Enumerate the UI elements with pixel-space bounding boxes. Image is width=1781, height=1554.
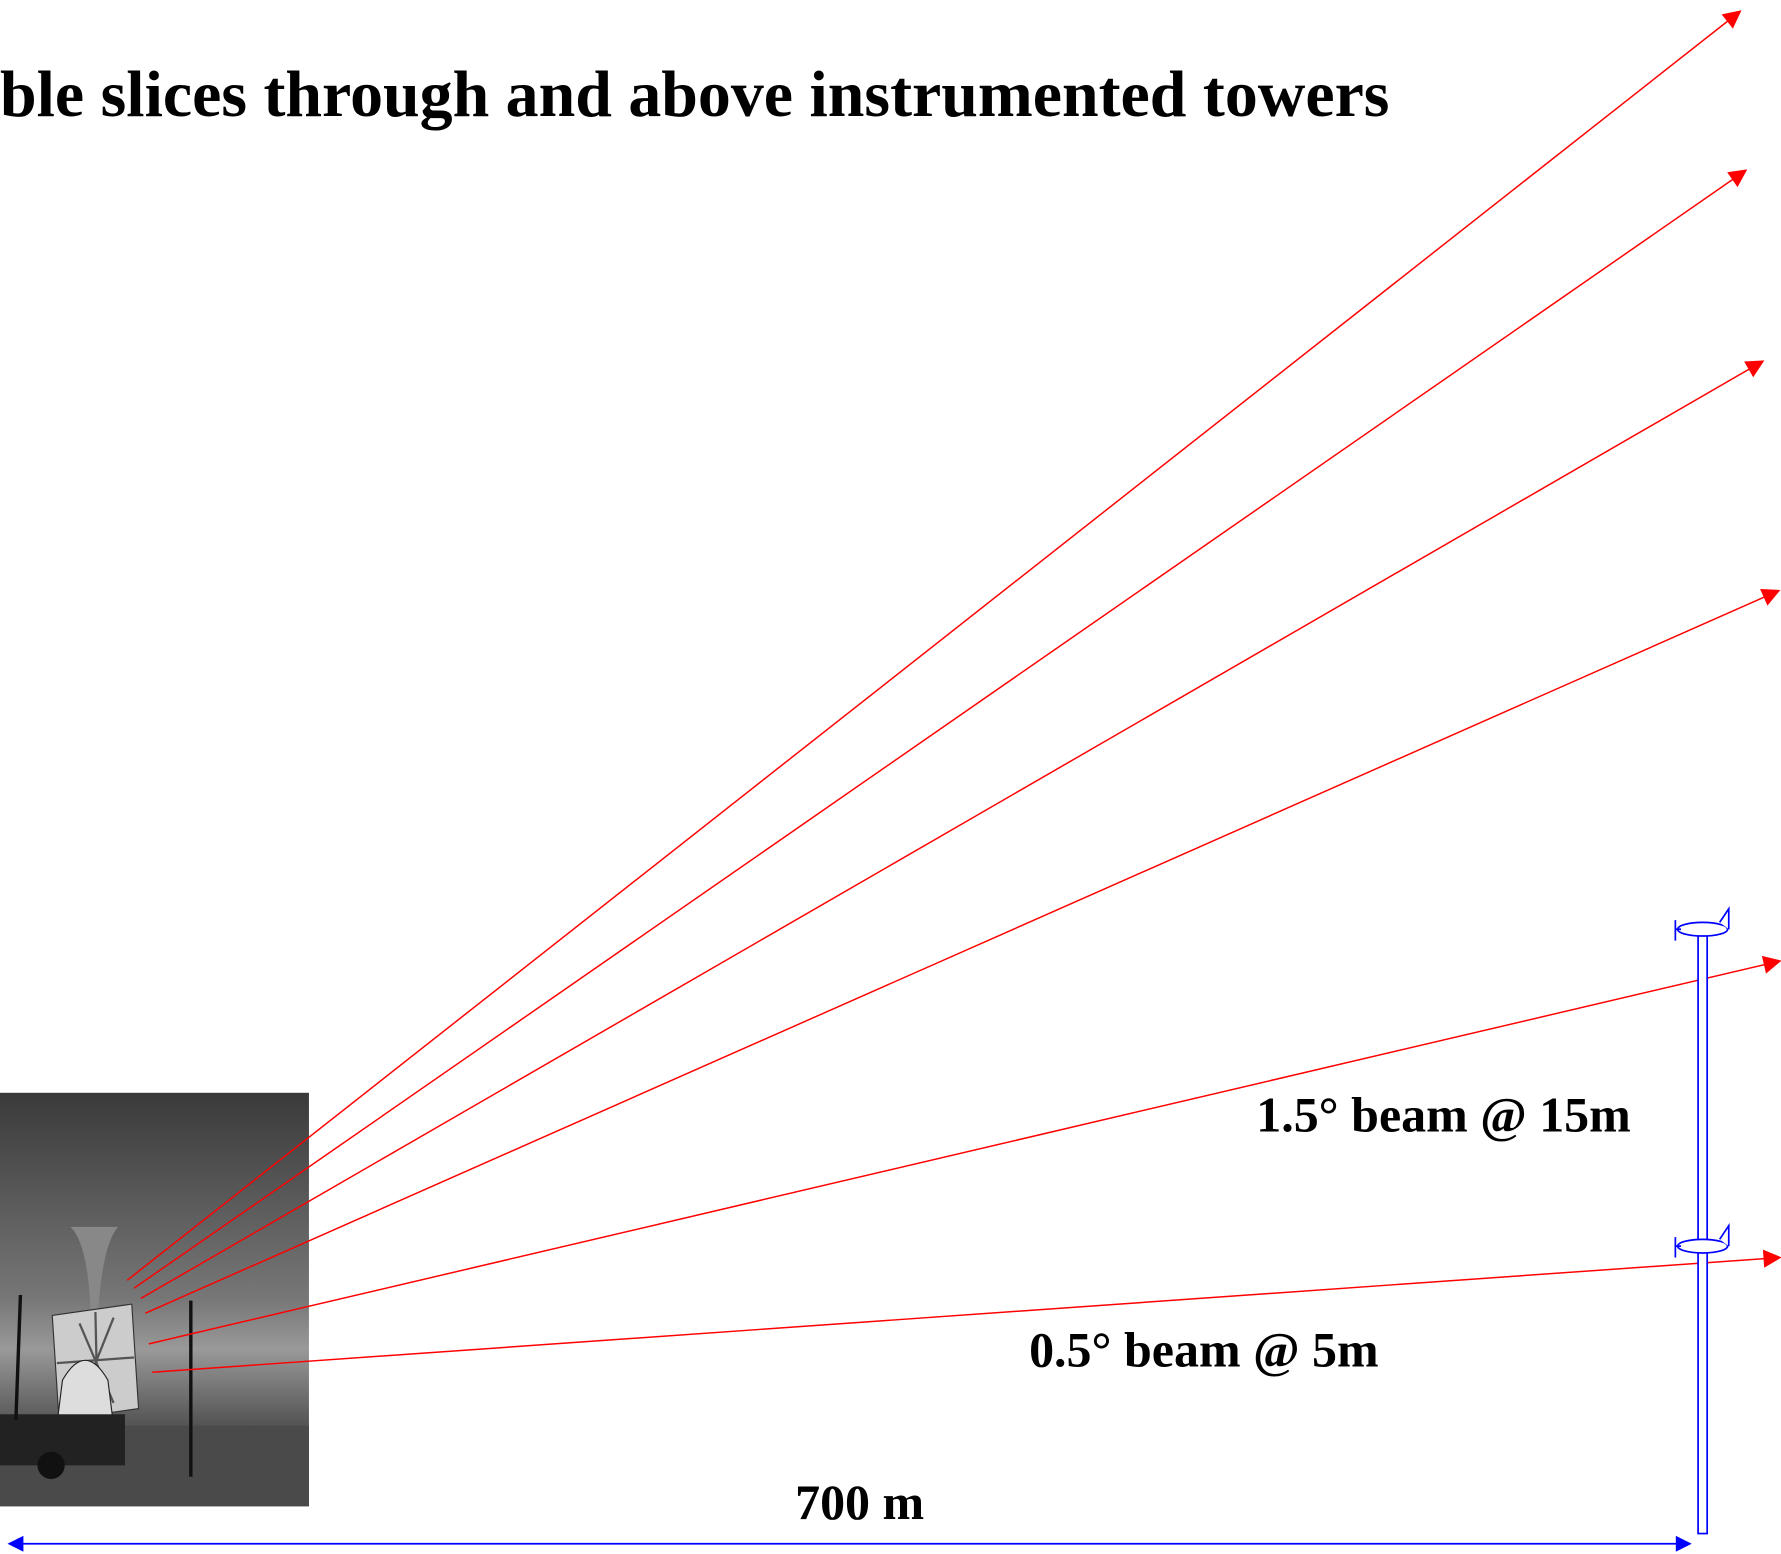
lower-beam-label: 0.5° beam @ 5m <box>1029 1322 1379 1378</box>
upper-beam-label: 1.5° beam @ 15m <box>1256 1086 1631 1142</box>
radar-photo <box>0 1093 309 1506</box>
tower <box>1675 909 1728 1534</box>
distance-label: 700 m <box>795 1474 924 1530</box>
beam <box>152 1258 1780 1373</box>
page: {"title": "ble slices through and above … <box>0 0 1781 1554</box>
beam <box>145 591 1778 1313</box>
beams <box>127 11 1780 1372</box>
title: ble slices through and above instrumente… <box>0 58 1389 131</box>
diagram: ble slices through and above instrumente… <box>0 0 1781 1554</box>
beam <box>141 361 1763 1298</box>
